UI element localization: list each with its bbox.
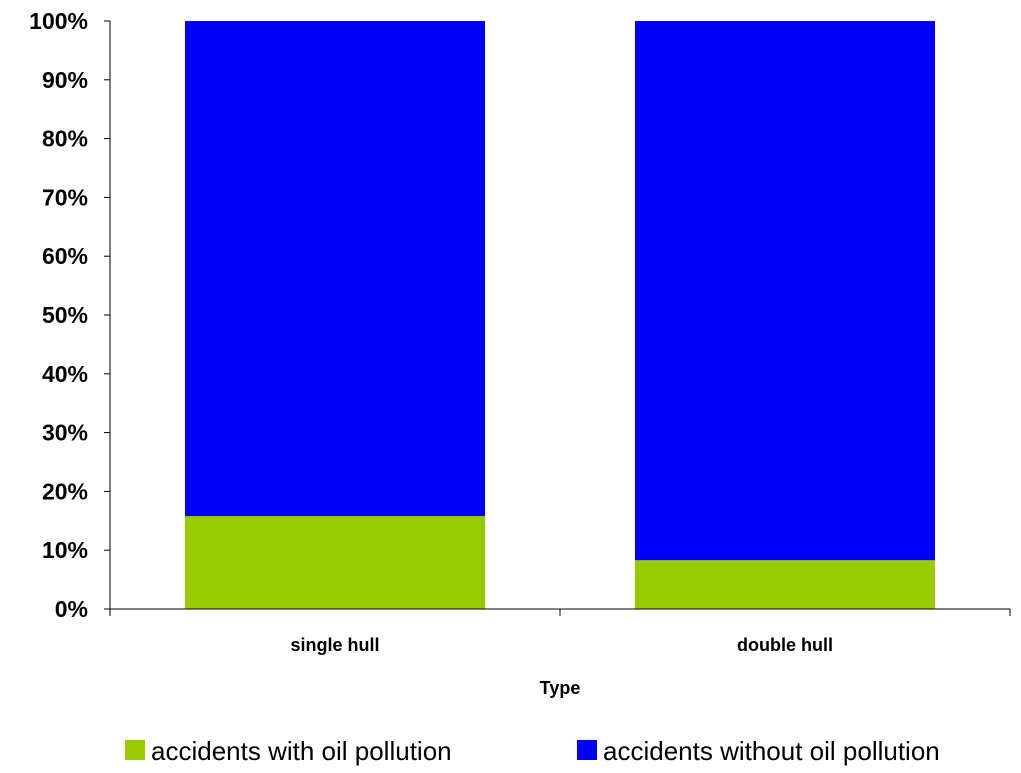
y-tick-label: 60% [42,243,88,269]
y-tick-label: 80% [42,126,88,152]
legend-label: accidents without oil pollution [603,736,940,766]
y-tick-label: 100% [29,8,88,34]
y-tick-label: 10% [42,537,88,563]
axes-group [104,20,1011,616]
x-axis-title: Type [540,678,581,698]
legend-swatch [125,740,145,760]
legend-label: accidents with oil pollution [151,736,452,766]
bar-single-hull-series-0 [185,516,485,609]
y-tick-labels: 0% 10% 20% 30% 40% 50% 60% 70% 80% 90% 100% [29,8,88,622]
y-tick-label: 20% [42,478,88,504]
bar-double-hull-series-1 [635,21,935,561]
y-tick-label: 70% [42,184,88,210]
y-tick-label: 0% [55,596,88,622]
y-tick-label: 40% [42,361,88,387]
x-category-label: double hull [737,635,833,655]
y-tick-label: 30% [42,420,88,446]
x-category-label: single hull [290,635,379,655]
legend: accidents with oil pollution accidents wi… [125,736,940,766]
legend-swatch [577,740,597,760]
bar-double-hull-series-0 [635,560,935,609]
y-tick-label: 50% [42,302,88,328]
x-category-labels: single hull double hull [290,635,833,655]
bar-single-hull-series-1 [185,21,485,517]
bars-group [185,21,935,609]
y-tick-label: 90% [42,67,88,93]
